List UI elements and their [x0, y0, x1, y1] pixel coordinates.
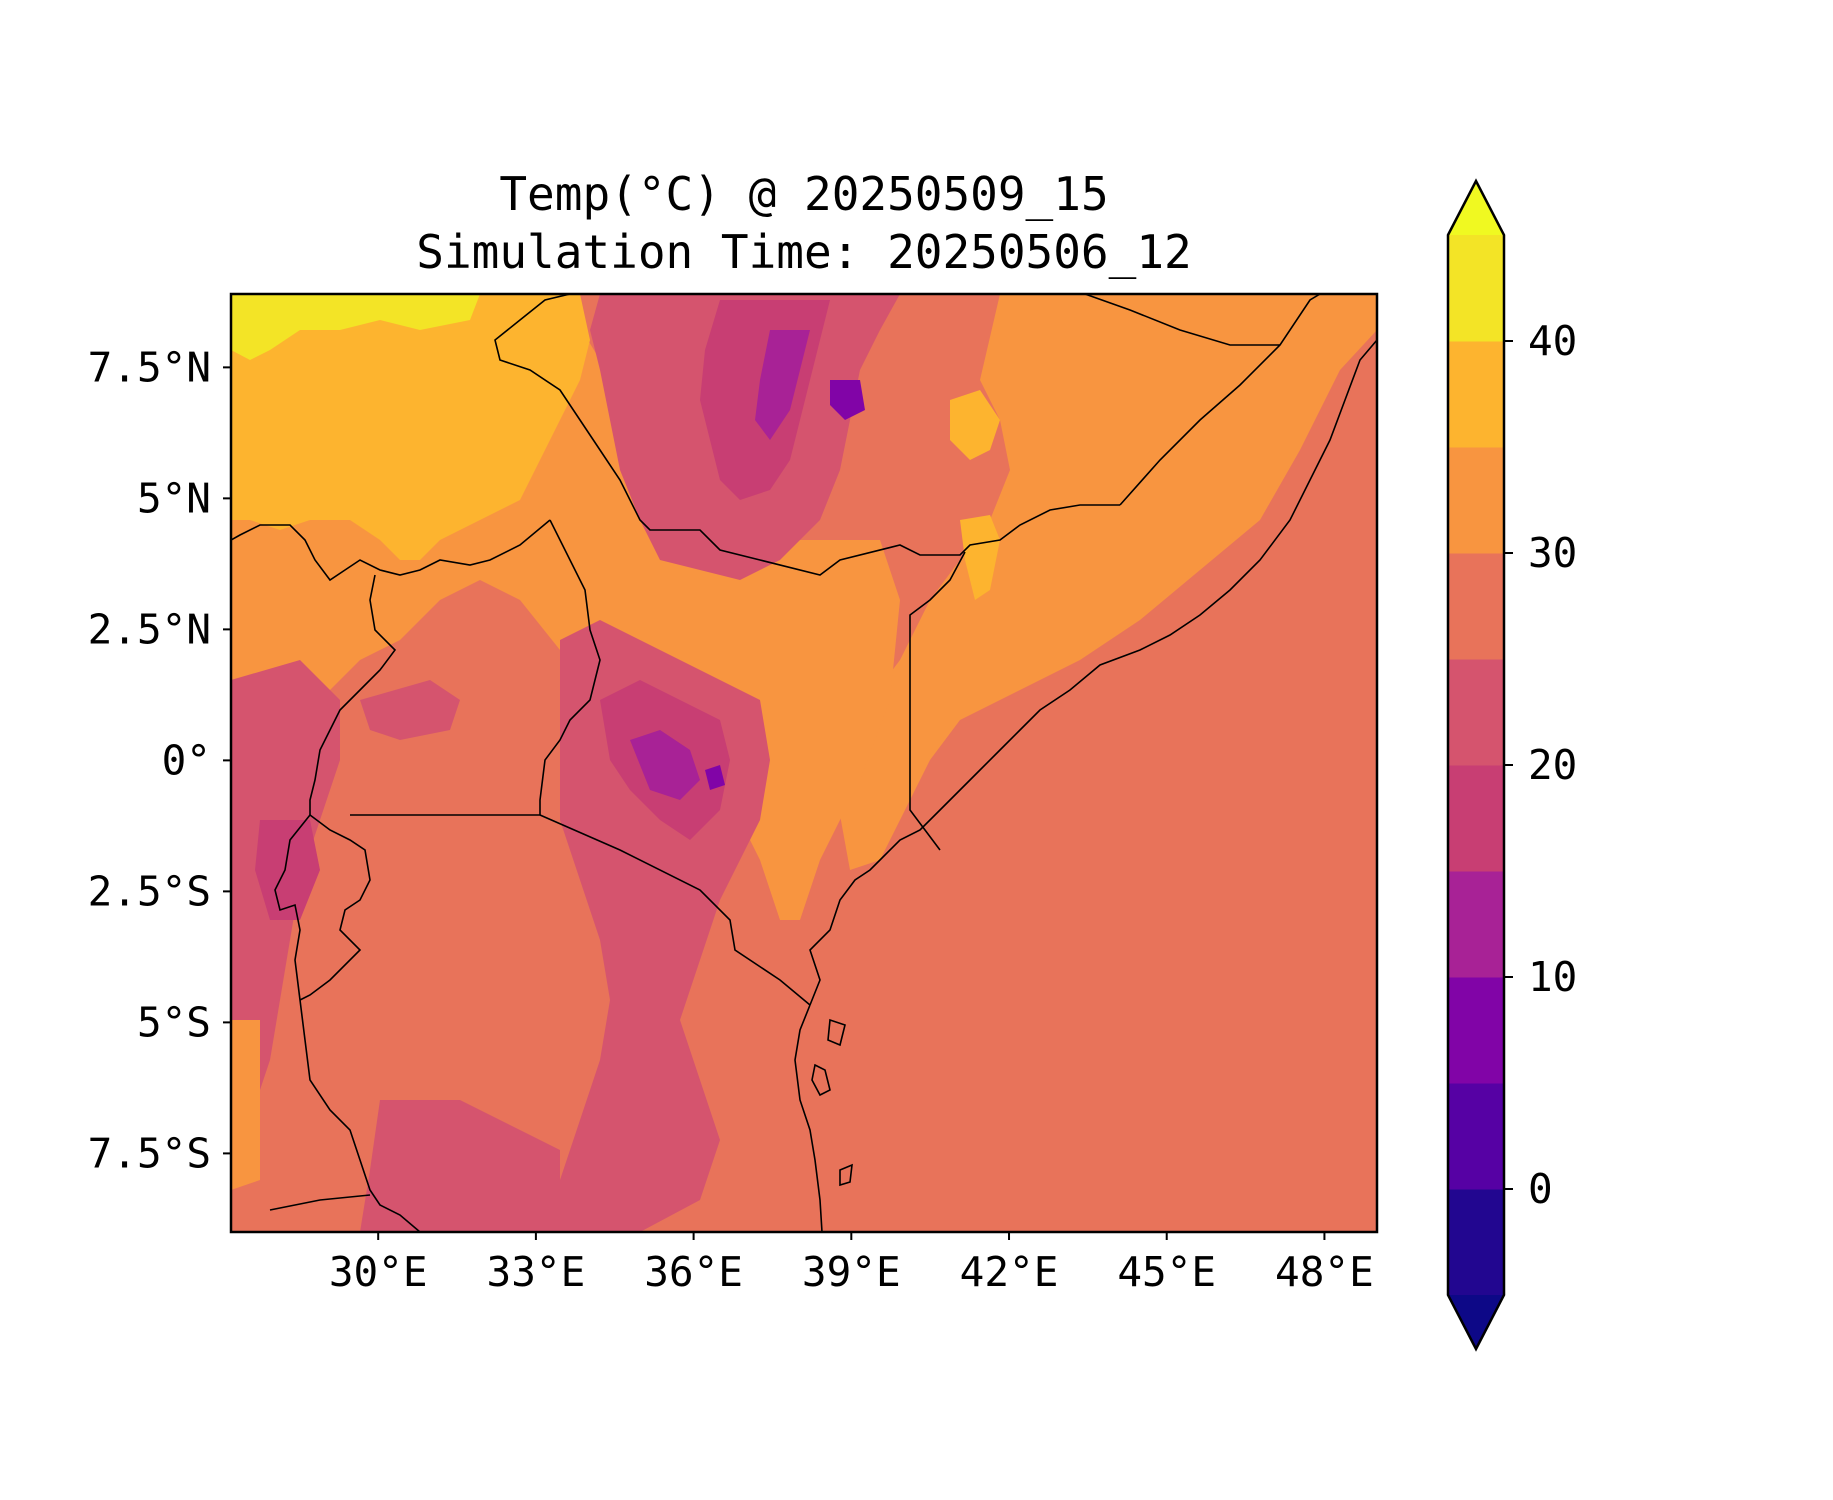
colorbar-level-swatch: [1448, 447, 1504, 554]
temp-field-10-15-kenya: [630, 730, 700, 800]
border-ethiopia-somalia: [1119, 294, 1321, 506]
latitude-axis: 7.5°N 5°N 2.5°N 0° 2.5°S 5°S 7.5°S: [88, 343, 231, 1177]
lon-tick-label: 30°E: [329, 1248, 428, 1296]
temp-field-35-40-border: [960, 515, 1000, 600]
temp-field-10-15-ethiopia: [755, 330, 810, 440]
lat-tick-label: 5°N: [137, 474, 211, 522]
colorbar-level-swatch: [1448, 1189, 1504, 1296]
temp-field-15-20-rwanda: [255, 820, 320, 920]
colorbar-over-extension: [1448, 181, 1504, 235]
lon-tick-label: 45°E: [1117, 1248, 1216, 1296]
island-zanzibar: [827, 1018, 846, 1047]
temp-field-30-35-east: [830, 294, 1377, 870]
lat-tick-label: 7.5°S: [88, 1129, 211, 1177]
temp-field-20-25-tanzania-south: [360, 1100, 560, 1232]
colorbar-level-swatch: [1448, 553, 1504, 660]
longitude-axis: 30°E 33°E 36°E 39°E 42°E 45°E 48°E: [329, 1232, 1374, 1296]
country-borders: [231, 294, 1377, 1232]
lat-tick-label: 0°: [162, 736, 211, 784]
island-pemba: [811, 1063, 831, 1097]
lon-tick-label: 48°E: [1275, 1248, 1374, 1296]
colorbar-under-extension: [1448, 1295, 1504, 1349]
border-lake-tanganyika: [274, 814, 421, 1232]
lon-tick-label: 33°E: [487, 1248, 586, 1296]
temp-field-35-40-tanzania: [231, 1020, 260, 1190]
lon-tick-label: 36°E: [644, 1248, 743, 1296]
border-kenya-uganda: [539, 519, 601, 815]
border-kenya-somalia: [909, 551, 966, 851]
colorbar-level-swatch: [1448, 977, 1504, 1084]
colorbar-level-swatch: [1448, 765, 1504, 872]
colorbar-level-swatch: [1448, 1083, 1504, 1190]
temp-field-5-10-ethiopia: [830, 380, 865, 420]
colorbar-tick-label: 30: [1528, 529, 1577, 577]
colorbar-level-swatch: [1448, 659, 1504, 766]
border-south-sudan-uganda: [231, 519, 551, 582]
colorbar-outline: [1446, 178, 1506, 1352]
colorbar-tick-label: 0: [1528, 1165, 1553, 1213]
coastline-tanzania: [794, 1004, 823, 1232]
colorbar-level-swatch: [1448, 235, 1504, 342]
temp-field-5-10-kenya: [705, 765, 725, 790]
lon-tick-label: 42°E: [960, 1248, 1059, 1296]
figure-title-line-1: Temp(°C) @ 20250509_15: [499, 167, 1108, 221]
lat-tick-label: 7.5°N: [88, 343, 211, 391]
figure-title-line-2: Simulation Time: 20250506_12: [416, 225, 1191, 279]
island-mafia: [839, 1163, 853, 1187]
lat-tick-label: 5°S: [137, 998, 211, 1046]
lat-tick-label: 2.5°S: [88, 867, 211, 915]
map-frame: [229, 292, 1379, 1234]
coastline-east-africa: [809, 339, 1377, 1006]
border-djibouti: [1084, 294, 1280, 346]
colorbar-level-swatch: [1448, 871, 1504, 978]
map-panel: 30°E 33°E 36°E 39°E 42°E 45°E 48°E 7.5°N 5°N 2.5…: [88, 292, 1379, 1296]
border-rwanda-burundi: [299, 814, 371, 1001]
lat-tick-label: 2.5°N: [88, 605, 211, 653]
border-kenya-tanzania: [539, 814, 811, 1006]
colorbar-tick-label: 10: [1528, 953, 1577, 1001]
border-uganda-drc: [309, 574, 397, 815]
temp-field-20-25-uganda: [360, 680, 460, 740]
colorbar-level-swatch: [1448, 341, 1504, 448]
temperature-colorbar: 0 10 20 30 40: [1446, 178, 1577, 1352]
temp-field-35-40-ethiopia: [950, 390, 1000, 460]
temp-field-over-40: [231, 294, 480, 360]
colorbar-tick-label: 40: [1528, 317, 1577, 365]
border-tanzania-zambia: [269, 1194, 371, 1211]
lon-tick-label: 39°E: [802, 1248, 901, 1296]
border-south-sudan-ethiopia: [494, 294, 1120, 576]
colorbar-tick-label: 20: [1528, 741, 1577, 789]
